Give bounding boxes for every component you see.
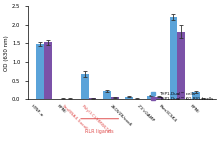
Bar <box>155 97 163 99</box>
Bar <box>37 44 44 99</box>
Legend: THP1-Dual™ cells, THP1-Dual™ KO-RIG-I cells: THP1-Dual™ cells, THP1-Dual™ KO-RIG-I ce… <box>150 91 214 102</box>
Bar <box>111 97 119 99</box>
Bar <box>170 17 177 99</box>
Y-axis label: OD (630 nm): OD (630 nm) <box>4 35 9 71</box>
Bar <box>81 74 89 99</box>
Bar <box>192 92 200 99</box>
Bar <box>125 97 133 99</box>
Bar <box>177 32 185 99</box>
Bar <box>44 42 52 99</box>
Bar <box>103 91 111 99</box>
Bar <box>89 98 96 99</box>
Bar <box>147 96 155 99</box>
Text: RLR ligands: RLR ligands <box>85 129 114 134</box>
